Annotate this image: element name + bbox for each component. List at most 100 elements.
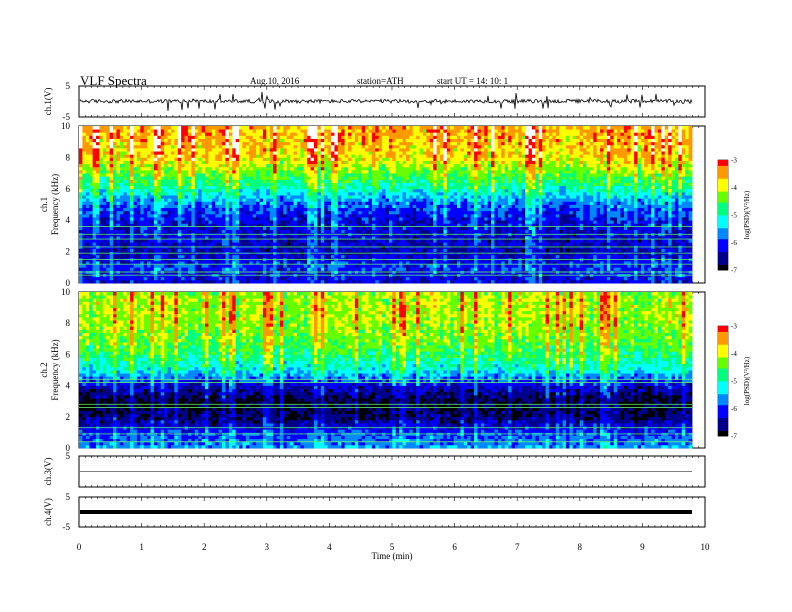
- spectrogram-cell: [85, 254, 90, 259]
- spectrogram-cell: [283, 132, 288, 136]
- spectrogram-cell: [228, 160, 233, 165]
- spectrogram-cell: [208, 254, 213, 259]
- spectrogram-cell: [82, 201, 87, 205]
- spectrogram-cell: [187, 129, 192, 133]
- spectrogram-cell: [286, 195, 291, 199]
- spectrogram-cell: [198, 138, 202, 143]
- spectrogram-cell: [113, 210, 117, 215]
- spectrogram-cell: [259, 132, 264, 136]
- spectrogram-cell: [324, 173, 329, 177]
- spectrogram-cell: [273, 135, 277, 139]
- spectrogram-cell: [331, 141, 335, 146]
- spectrogram-cell: [273, 151, 277, 155]
- spectrogram-cell: [259, 188, 264, 193]
- spectrogram-cell: [300, 207, 305, 212]
- spectrogram-cell: [215, 254, 220, 259]
- spectrogram-cell: [303, 141, 308, 146]
- spectrogram-cell: [79, 195, 83, 199]
- spectrogram-cell: [205, 254, 209, 259]
- spectrogram-cell: [157, 126, 162, 130]
- spectrogram-cell: [157, 173, 162, 177]
- spectrogram-cell: [133, 264, 138, 268]
- spectrogram-cell: [133, 279, 138, 284]
- spectrogram-cell: [262, 147, 267, 152]
- spectrogram-cell: [269, 151, 274, 155]
- spectrogram-cell: [313, 176, 318, 180]
- spectrogram-cell: [334, 195, 339, 199]
- spectrogram-cell: [123, 235, 128, 240]
- spectrogram-cell: [239, 239, 243, 243]
- spectrogram-cell: [89, 151, 94, 155]
- spectrogram-cell: [133, 185, 138, 190]
- spectrogram-cell: [89, 226, 94, 231]
- spectrogram-cell: [106, 210, 111, 215]
- spectrogram-cell: [334, 220, 339, 224]
- spectrogram-cell: [324, 191, 329, 196]
- spectrogram-cell: [225, 213, 230, 218]
- spectrogram-cell: [201, 126, 206, 130]
- spectrogram-cell: [126, 267, 131, 271]
- spectrogram-cell: [119, 267, 124, 271]
- spectrogram-cell: [269, 207, 274, 212]
- spectrogram-cell: [273, 248, 277, 252]
- spectrogram-cell: [344, 264, 349, 268]
- spectrogram-cell: [245, 191, 250, 196]
- spectrogram-cell: [82, 151, 87, 155]
- spectrogram-cell: [177, 141, 182, 146]
- spectrogram-cell: [109, 191, 114, 196]
- spectrogram-cell: [194, 201, 199, 205]
- spectrogram-cell: [313, 213, 318, 218]
- spectrogram-cell: [245, 261, 250, 265]
- spectrogram-cell: [232, 176, 237, 180]
- spectrogram-cell: [174, 198, 179, 202]
- spectrogram-cell: [341, 254, 346, 259]
- spectrogram-cell: [167, 185, 172, 190]
- spectrogram-cell: [181, 226, 185, 231]
- spectrogram-cell: [344, 129, 349, 133]
- spectrogram-cell: [82, 207, 87, 212]
- spectrogram-cell: [140, 217, 145, 221]
- spectrogram-cell: [307, 138, 311, 143]
- spectrogram-cell: [242, 166, 247, 171]
- spectrogram-cell: [89, 276, 94, 281]
- spectrogram-cell: [194, 129, 199, 133]
- spectrogram-cell: [317, 182, 322, 187]
- spectrogram-cell: [102, 198, 107, 202]
- spectrogram-cell: [109, 226, 114, 231]
- spectrogram-cell: [348, 279, 352, 284]
- spectrogram-cell: [157, 261, 162, 265]
- spectrogram-cell: [89, 213, 94, 218]
- spectrogram-cell: [331, 279, 335, 284]
- spectrogram-cell: [123, 248, 128, 252]
- spectrogram-cell: [201, 129, 206, 133]
- spectrogram-cell: [341, 144, 346, 149]
- spectrogram-cell: [96, 163, 100, 168]
- spectrogram-cell: [290, 279, 294, 284]
- spectrogram-cell: [225, 217, 230, 221]
- spectrogram-cell: [109, 141, 114, 146]
- spectrogram-cell: [215, 169, 220, 174]
- spectrogram-cell: [249, 254, 254, 259]
- spectrogram-cell: [225, 191, 230, 196]
- spectrogram-cell: [327, 279, 332, 284]
- spectrogram-cell: [106, 191, 111, 196]
- spectrogram-cell: [225, 248, 230, 252]
- spectrogram-cell: [99, 157, 104, 161]
- spectrogram-cell: [344, 235, 349, 240]
- spectrogram-cell: [191, 151, 196, 155]
- spectrogram-cell: [279, 207, 284, 212]
- spectrogram-cell: [225, 160, 230, 165]
- ch1-waveform-trace: [79, 91, 693, 111]
- spectrogram-cell: [232, 185, 237, 190]
- spectrogram-cell: [106, 220, 111, 224]
- spectrogram-cell: [157, 242, 162, 246]
- spectrogram-cell: [266, 198, 271, 202]
- spectrogram-cell: [320, 173, 325, 177]
- spectrogram-cell: [170, 144, 175, 149]
- spectrogram-cell: [344, 173, 349, 177]
- spectrogram-cell: [222, 248, 226, 252]
- spectrogram-cell: [279, 267, 284, 271]
- spectrogram-cell: [222, 195, 226, 199]
- spectrogram-cell: [307, 195, 311, 199]
- spectrogram-cell: [293, 235, 298, 240]
